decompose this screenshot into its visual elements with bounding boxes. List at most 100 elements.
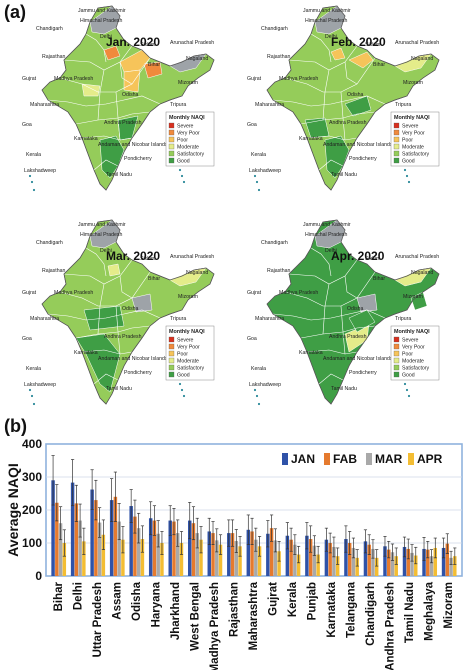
state-label: Jammu and Kashmir	[78, 222, 126, 228]
bar-mar	[58, 523, 63, 576]
bar-apr	[374, 557, 379, 576]
legend-swatch	[168, 129, 175, 136]
bar-fab	[133, 516, 137, 576]
state-border	[59, 57, 151, 93]
legend-label: Satisfactory	[177, 152, 205, 158]
india-border	[41, 5, 215, 191]
state-region	[330, 47, 346, 61]
bar-jan	[324, 539, 329, 576]
state-border	[340, 305, 346, 355]
bar-jan	[148, 518, 153, 576]
legend-label: Good	[177, 373, 190, 379]
legend-label: Good	[402, 159, 415, 165]
bar-apr	[140, 539, 145, 576]
bar-jan	[70, 482, 75, 576]
state-label: Andaman and Nicobar Islands	[323, 142, 393, 148]
bar-apr	[433, 547, 438, 576]
state-region	[143, 61, 163, 79]
legend-label: Very Poor	[177, 345, 200, 351]
bar-fab	[55, 502, 59, 576]
state-label: Tripura	[395, 316, 411, 322]
state-border	[115, 91, 121, 141]
state-border	[93, 373, 119, 385]
state-border	[322, 69, 330, 121]
state-border	[272, 95, 386, 107]
state-region	[75, 333, 121, 393]
legend-swatch	[168, 364, 175, 371]
bar-mar	[175, 533, 180, 576]
bar-jan	[90, 489, 94, 576]
legend-label: Moderate	[402, 145, 424, 151]
bar-jan	[266, 533, 270, 576]
x-tick-label: Mizoram	[443, 582, 455, 629]
state-label: Gujrat	[247, 76, 262, 82]
legend-swatch	[366, 453, 372, 465]
state-label: Madhya Pradesh	[279, 290, 318, 296]
state-label: Rajasthan	[42, 268, 65, 274]
bar-apr	[121, 539, 125, 576]
state-label: Tamil Nadu	[106, 386, 132, 392]
legend-swatch	[168, 336, 175, 343]
state-label: Himachal Pradesh	[305, 232, 347, 238]
state-label: Mizoram	[403, 294, 423, 300]
x-tick-label: Rajasthan	[228, 582, 240, 637]
legend-label: Severe	[177, 124, 194, 130]
state-border	[115, 305, 121, 355]
state-label: Tamil Nadu	[331, 386, 357, 392]
state-label: Pondicherry	[124, 370, 152, 376]
state-label: Gujrat	[22, 76, 37, 82]
x-tick-label: Telangana	[346, 581, 358, 638]
bar-jan	[305, 535, 309, 576]
bar-fab	[308, 539, 313, 576]
bar-apr	[160, 543, 164, 576]
state-label: Karnataka	[74, 350, 98, 356]
legend-swatch	[168, 371, 175, 378]
bar-fab	[211, 533, 215, 576]
state-label: Bihar	[373, 276, 385, 282]
island-dot	[30, 180, 34, 184]
state-label: Andhra Pradesh	[104, 120, 142, 126]
legend-label: Severe	[402, 338, 419, 344]
bar-fab	[250, 531, 254, 576]
state-label: Jammu and Kashmir	[303, 8, 351, 14]
india-border	[41, 219, 215, 405]
state-border	[97, 283, 105, 335]
y-tick-label: 300	[22, 470, 42, 484]
bar-fab	[387, 549, 391, 576]
state-label: Kerala	[251, 366, 266, 372]
island-dot	[180, 174, 184, 178]
state-label: Goa	[22, 336, 32, 342]
legend-label: Severe	[177, 338, 194, 344]
x-tick-label: Odisha	[131, 581, 143, 621]
state-label: Lakshadweep	[249, 382, 281, 388]
island-dot	[405, 388, 409, 392]
island-dot	[403, 168, 407, 172]
legend-swatch	[393, 157, 400, 164]
state-label: Goa	[22, 122, 32, 128]
x-tick-label: Kerala	[287, 581, 299, 617]
island-dot	[28, 388, 32, 392]
state-border	[119, 61, 133, 85]
state-border	[284, 271, 376, 307]
island-dot	[178, 382, 182, 386]
island-dot	[182, 180, 186, 184]
island-dot	[30, 394, 34, 398]
state-region	[348, 51, 374, 69]
bar-apr	[277, 551, 281, 576]
map-jan: Jan. 2020 Jammu and Kashmir Himachal Prade…	[22, 5, 215, 192]
map-title: Mar. 2020	[106, 249, 160, 263]
state-label: Mizoram	[178, 80, 198, 86]
bar-apr	[257, 546, 262, 576]
legend-swatch	[168, 357, 175, 364]
state-label: Arunachal Pradesh	[395, 254, 439, 260]
state-border	[47, 309, 161, 321]
bar-apr	[62, 543, 67, 576]
state-label: Andaman and Nicobar Islands	[98, 142, 168, 148]
state-label: Sikkim	[365, 42, 380, 48]
legend-label: Poor	[402, 352, 413, 358]
state-label: Tamil Nadu	[331, 172, 357, 178]
state-label: Jammu and Kashmir	[78, 8, 126, 14]
bar-jan	[441, 547, 446, 576]
legend-label: Moderate	[402, 359, 424, 365]
state-border	[318, 159, 344, 171]
